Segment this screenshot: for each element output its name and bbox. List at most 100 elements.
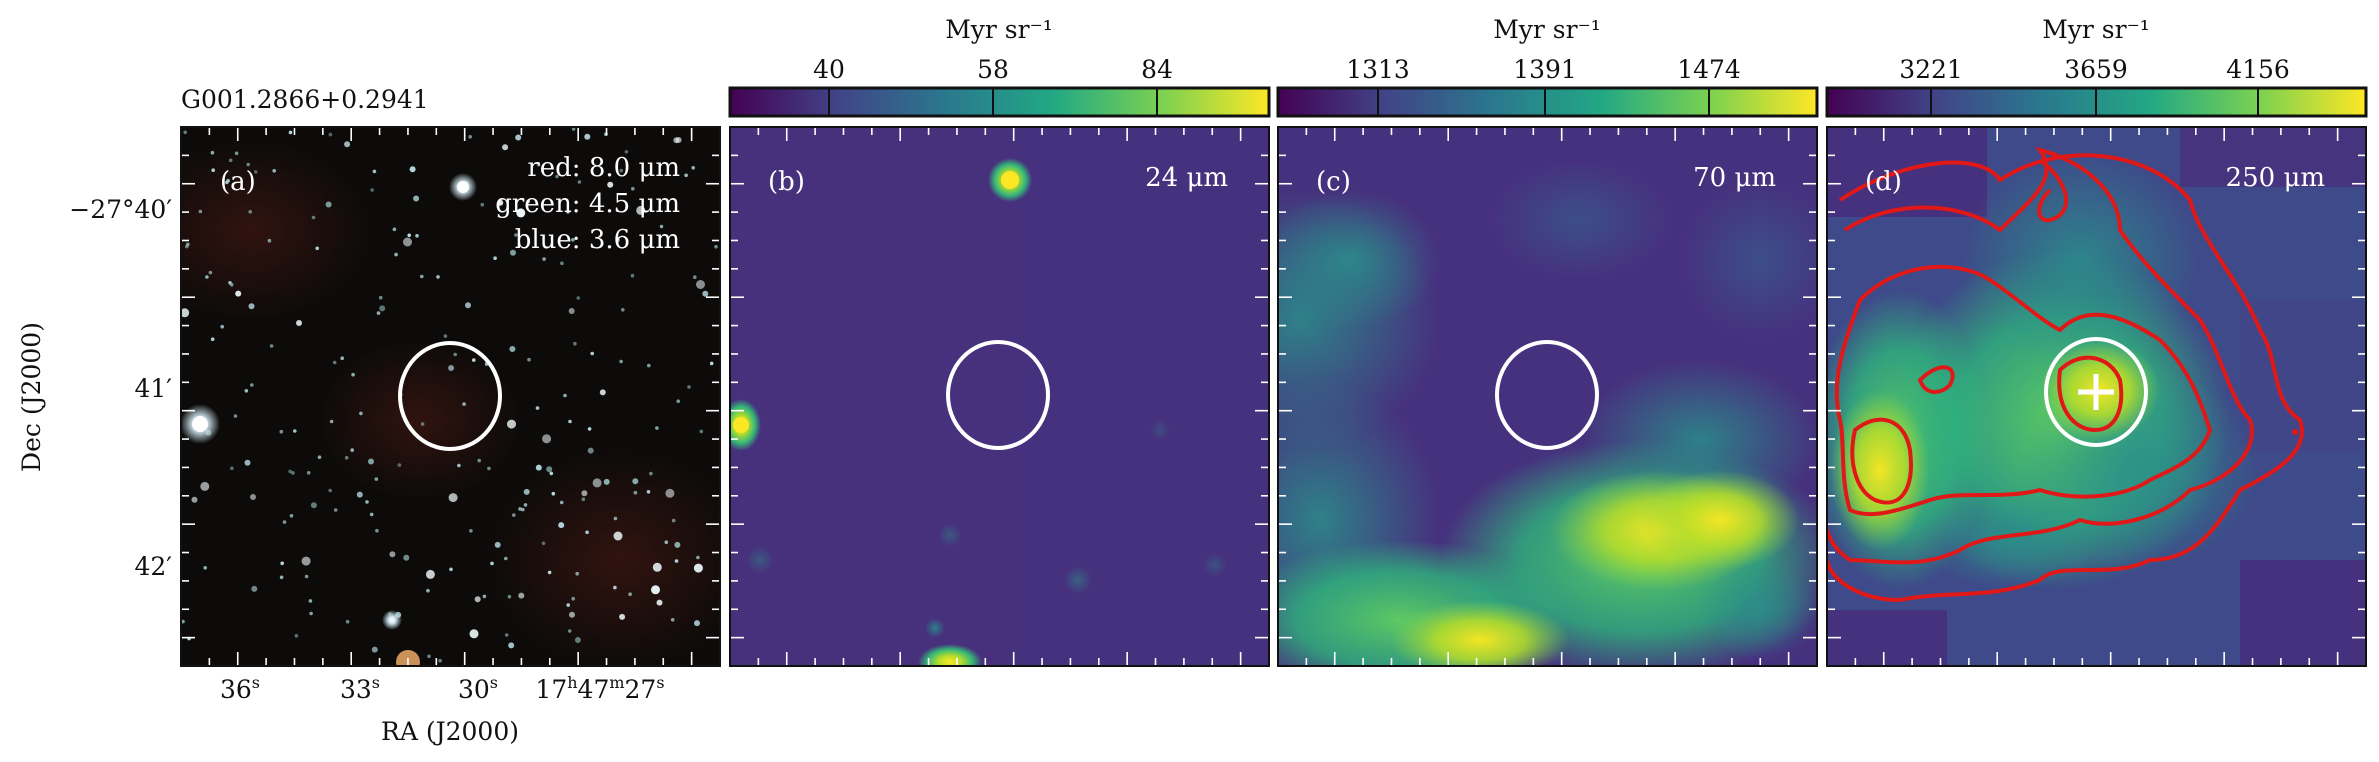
star	[472, 358, 476, 362]
star	[462, 402, 466, 406]
star	[369, 512, 374, 517]
star	[577, 180, 582, 184]
star	[250, 494, 256, 500]
ra-tick-label: 33s	[340, 673, 380, 704]
star	[477, 458, 482, 463]
star	[624, 150, 629, 154]
dec-tick-label: −27°40′	[69, 195, 172, 224]
star	[541, 541, 546, 546]
star	[317, 455, 322, 460]
star	[665, 488, 675, 498]
ra-tick-label: 30s	[458, 673, 498, 704]
star	[571, 238, 575, 242]
star	[521, 507, 525, 512]
star	[181, 308, 190, 318]
star	[376, 311, 381, 315]
star	[632, 478, 639, 485]
star	[619, 359, 623, 364]
star	[691, 166, 695, 170]
star	[603, 478, 610, 485]
star	[474, 596, 481, 603]
star	[448, 365, 455, 371]
region-circle	[1495, 340, 1599, 450]
star	[368, 458, 374, 465]
star	[230, 466, 234, 471]
star	[228, 158, 233, 163]
star	[403, 554, 410, 561]
colorbar-tick-label: 1313	[1346, 55, 1410, 84]
star	[325, 201, 332, 208]
star	[465, 302, 471, 309]
star	[296, 320, 302, 326]
star	[448, 493, 458, 503]
star	[490, 561, 494, 566]
star	[328, 132, 333, 137]
colorbar-tick-label: 3659	[2064, 55, 2128, 84]
star	[647, 363, 651, 368]
star	[568, 419, 572, 424]
star	[211, 168, 215, 172]
star	[699, 429, 704, 434]
star	[507, 594, 512, 599]
star	[676, 399, 680, 404]
dec-tick-label: 41′	[135, 374, 173, 403]
star	[329, 419, 334, 424]
star	[581, 490, 588, 497]
star	[628, 592, 632, 596]
star	[508, 642, 515, 649]
star	[581, 497, 586, 502]
star	[613, 531, 623, 541]
legend-blue: blue: 3.6 μm	[515, 225, 680, 255]
colorbar: 40 58 84 Myr sr⁻¹	[728, 15, 1271, 118]
star	[409, 166, 416, 173]
star	[494, 541, 501, 548]
star	[693, 563, 703, 573]
star	[453, 352, 458, 357]
colorbar-unit: Myr sr⁻¹	[1493, 15, 1601, 44]
star	[536, 162, 541, 167]
star	[200, 481, 210, 491]
object-name: G001.2866+0.2941	[181, 85, 429, 114]
legend-green: green: 4.5 μm	[495, 189, 680, 219]
star	[652, 562, 662, 572]
star	[560, 261, 564, 266]
star	[512, 513, 516, 517]
star	[571, 127, 576, 131]
star	[288, 130, 293, 135]
star	[599, 389, 606, 396]
star	[504, 633, 509, 637]
star	[592, 478, 602, 488]
ra-tick-label: 17h47m27s	[535, 673, 664, 704]
star	[555, 174, 559, 179]
star	[420, 422, 425, 426]
star	[504, 556, 508, 561]
star	[291, 471, 295, 475]
star	[208, 270, 213, 275]
star	[527, 357, 531, 362]
star	[518, 507, 522, 511]
star	[671, 518, 676, 523]
star	[374, 477, 379, 481]
star	[248, 210, 252, 214]
star	[310, 502, 317, 509]
star	[253, 170, 258, 174]
star	[443, 334, 448, 338]
star	[487, 466, 491, 471]
star	[332, 360, 337, 365]
star	[250, 383, 254, 387]
star	[542, 434, 552, 444]
colorbar-tick-label: 4156	[2226, 55, 2290, 84]
star	[397, 463, 402, 467]
star	[613, 516, 618, 521]
star	[233, 414, 238, 418]
star	[315, 246, 320, 251]
star	[563, 393, 567, 398]
star	[630, 273, 635, 278]
star	[616, 238, 620, 242]
band-label: 24 μm	[1145, 163, 1228, 193]
star	[293, 429, 297, 433]
star	[619, 168, 624, 173]
star	[514, 233, 518, 237]
panel-d: (d) 250 μm 3221 3659 4156 Myr sr⁻¹	[1825, 15, 2368, 667]
